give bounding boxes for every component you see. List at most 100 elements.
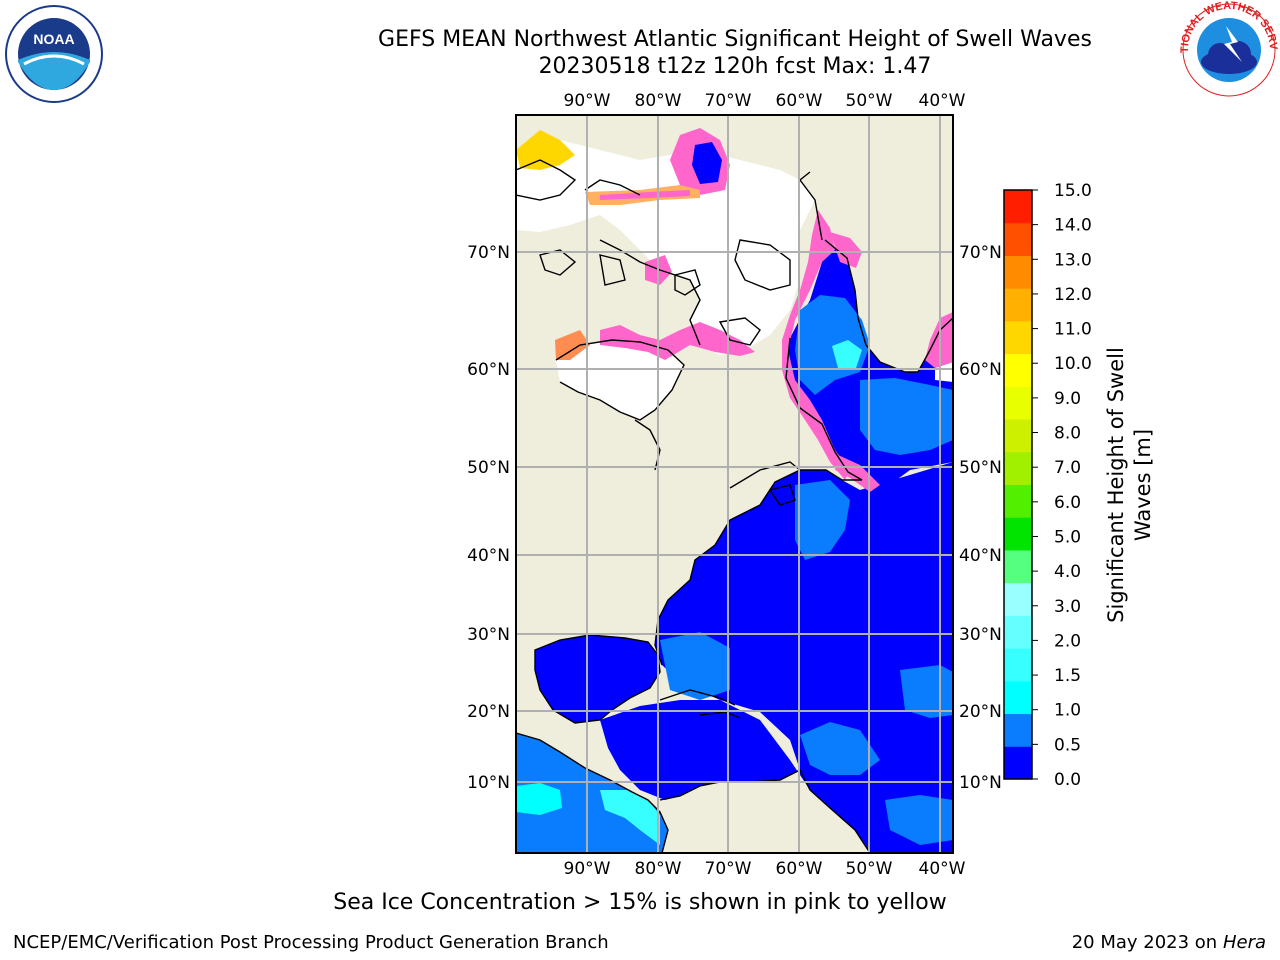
colorbar-tick-label: 0.0 [1054, 770, 1081, 790]
labrador-max-swell [832, 340, 862, 368]
colorbar-swatch [1004, 451, 1032, 485]
colorbar-swatch [1004, 713, 1032, 747]
colorbar-tick-label: 10.0 [1054, 354, 1092, 374]
colorbar-swatch [1004, 386, 1032, 420]
lat-label: 40°N [467, 546, 510, 566]
lat-label: 50°N [959, 458, 1002, 478]
colorbar-tick-label: 11.0 [1054, 320, 1092, 340]
lat-labels-right: 70°N 60°N 50°N 40°N 30°N 20°N 10°N [959, 243, 1002, 793]
date-text: 20 May 2023 on Hera [1072, 932, 1266, 953]
colorbar-swatch [1004, 484, 1032, 518]
colorbar-tick-label: 1.0 [1054, 701, 1081, 721]
colorbar-tick-label: 14.0 [1054, 216, 1092, 236]
colorbar-tick-label: 13.0 [1054, 250, 1092, 270]
colorbar-tick-label: 3.0 [1054, 597, 1081, 617]
colorbar-tick-label: 8.0 [1054, 424, 1081, 444]
lat-label: 20°N [467, 702, 510, 722]
lat-label: 60°N [959, 360, 1002, 380]
nws-logo: NATIONAL WEATHER SERVICE [1178, 0, 1279, 97]
colorbar-tick-label: 5.0 [1054, 527, 1081, 547]
colorbar-swatch [1004, 648, 1032, 682]
lon-label: 40°W [919, 859, 966, 879]
colorbar-tick-label: 7.0 [1054, 458, 1081, 478]
colorbar-tick-label: 1.5 [1054, 666, 1081, 686]
colorbar-tick-label: 12.0 [1054, 285, 1092, 305]
lon-labels-top: 90°W 80°W 70°W 60°W 50°W 40°W [564, 91, 966, 111]
lon-label: 90°W [564, 859, 611, 879]
colorbar-swatch [1004, 222, 1032, 256]
south-atlantic-swell [885, 795, 953, 845]
map-frame [515, 114, 954, 854]
lon-label: 80°W [635, 859, 682, 879]
colorbar-tick-label: 0.5 [1054, 735, 1081, 755]
lat-label: 20°N [959, 702, 1002, 722]
lat-label: 40°N [959, 546, 1002, 566]
lon-label: 50°W [846, 91, 893, 111]
pacific-swell-cyan [516, 783, 562, 815]
lat-labels-left: 70°N 60°N 50°N 40°N 30°N 20°N 10°N [467, 243, 510, 793]
sea-ice-arctic-edge [516, 130, 575, 170]
lat-label: 60°N [467, 360, 510, 380]
sea-ice-hudson-bay [600, 322, 755, 360]
lat-label: 70°N [467, 243, 510, 263]
lat-label: 10°N [959, 773, 1002, 793]
colorbar-tick-label: 2.0 [1054, 631, 1081, 651]
colorbar-swatch [1004, 615, 1032, 649]
colorbar-swatch [1004, 517, 1032, 551]
sea-ice-hudson-strait [830, 232, 862, 268]
colorbar-swatch [1004, 320, 1032, 355]
lon-label: 70°W [705, 91, 752, 111]
lat-label: 50°N [467, 458, 510, 478]
colorbar-tick-label: 6.0 [1054, 493, 1081, 513]
chart-title: GEFS MEAN Northwest Atlantic Significant… [378, 27, 1092, 52]
colorbar-swatch [1004, 288, 1032, 322]
sea-ice-west-arctic [555, 330, 590, 360]
sea-ice-lancaster [600, 190, 690, 200]
chart-subtitle: 20230518 t12z 120h fcst Max: 1.47 [538, 54, 932, 79]
colorbar-swatch [1004, 549, 1032, 584]
lon-labels-bottom: 90°W 80°W 70°W 60°W 50°W 40°W [564, 859, 966, 879]
credit-text: NCEP/EMC/Verification Post Processing Pr… [13, 932, 609, 953]
colorbar-swatch [1004, 746, 1032, 780]
colorbar: 0.0 0.5 1.0 1.5 2.0 3.0 4.0 5.0 6.0 7.0 8.0 9.0 10.0… [1003, 181, 1092, 790]
baffin-region [600, 190, 800, 355]
gulf-panama-cyan [600, 790, 660, 845]
colorbar-swatch [1004, 353, 1032, 387]
noaa-logo: NOAA [5, 5, 103, 103]
north-atlantic-swell [860, 378, 953, 455]
lat-label: 30°N [959, 625, 1002, 645]
sea-ice-labrador-coast [782, 210, 850, 480]
colorbar-label-line2: Waves [m] [1131, 429, 1155, 541]
grand-banks-swell [795, 480, 850, 560]
colorbar-tick-label: 9.0 [1054, 389, 1081, 409]
host-name: Hera [1222, 932, 1266, 953]
lon-label: 40°W [919, 91, 966, 111]
arctic-channels [516, 140, 815, 232]
eastern-pacific [516, 733, 668, 853]
lat-label: 70°N [959, 243, 1002, 263]
graticule [516, 115, 953, 853]
lon-label: 80°W [635, 91, 682, 111]
colorbar-label-line1: Significant Height of Swell [1104, 347, 1128, 623]
sea-ice-note: Sea Ice Concentration > 15% is shown in … [333, 890, 947, 915]
lon-label: 90°W [564, 91, 611, 111]
colorbar-swatch [1004, 190, 1032, 224]
colorbar-swatch [1004, 680, 1032, 715]
colorbar-swatch [1004, 419, 1032, 453]
lon-label: 60°W [776, 91, 823, 111]
colorbar-swatch [1004, 255, 1032, 289]
date-value: 20 May 2023 on [1071, 932, 1218, 953]
lat-label: 10°N [467, 773, 510, 793]
lon-label: 70°W [705, 859, 752, 879]
lat-label: 30°N [467, 625, 510, 645]
lon-label: 60°W [776, 859, 823, 879]
colorbar-tick-label: 15.0 [1054, 181, 1092, 201]
colorbar-swatch [1004, 582, 1032, 616]
lon-label: 50°W [846, 859, 893, 879]
atlantic-ocean [535, 240, 953, 853]
colorbar-frame [1003, 189, 1033, 780]
bahamas-swell [660, 632, 730, 700]
colorbar-tick-label: 4.0 [1054, 562, 1081, 582]
svg-text:NOAA: NOAA [33, 31, 74, 47]
